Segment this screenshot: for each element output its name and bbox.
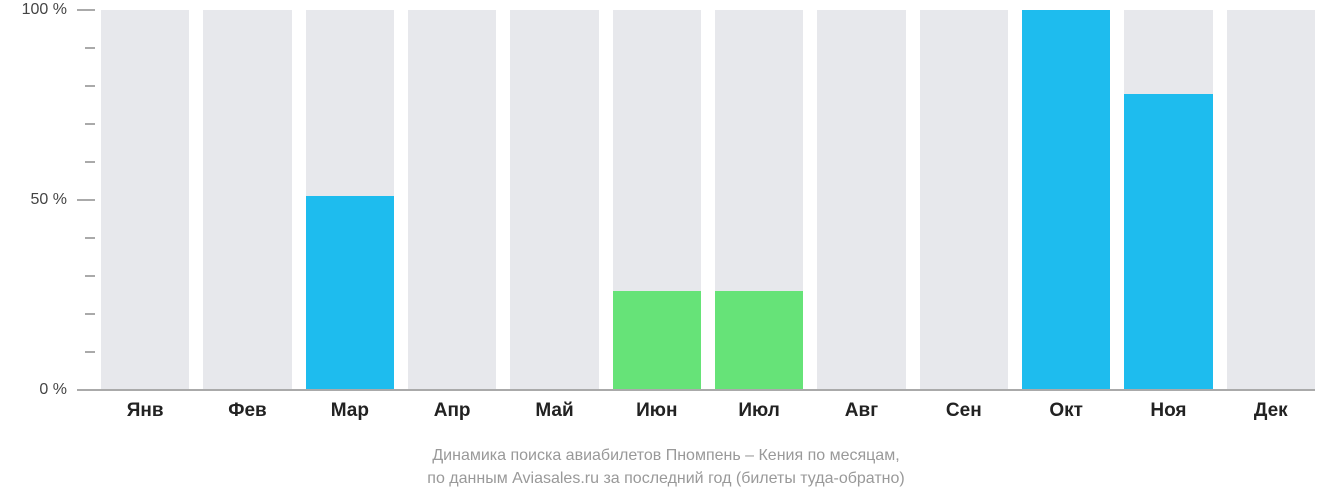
x-axis-label: Июн [613,400,701,422]
bar-value [306,196,394,390]
y-tick-label: 100 % [22,1,77,19]
bar-value [613,291,701,390]
bar-slot [408,10,496,390]
x-axis-label: Май [510,400,598,422]
x-axis-label: Июл [715,400,803,422]
bar-background [510,10,598,390]
x-axis-label: Фев [203,400,291,422]
x-axis-label: Окт [1022,400,1110,422]
bar-background [817,10,905,390]
y-tick-label: 0 % [39,381,77,399]
bar-slot [510,10,598,390]
bar-background [101,10,189,390]
y-axis: 0 %50 %100 % [0,10,95,390]
bar-background [1227,10,1315,390]
monthly-search-bar-chart: 0 %50 %100 % ЯнвФевМарАпрМайИюнИюлАвгСен… [0,0,1332,502]
bar-slot [1022,10,1110,390]
y-tick-major: 50 % [0,190,95,210]
x-axis-label: Дек [1227,400,1315,422]
y-tick-minor [85,85,95,87]
bar-slot [920,10,1008,390]
bar-slot [715,10,803,390]
bar-background [203,10,291,390]
y-tick-minor [85,123,95,125]
bar-slot [1124,10,1212,390]
y-tick-minor [85,237,95,239]
bar-slot [613,10,701,390]
y-tick-mark [77,389,95,391]
y-tick-minor [85,47,95,49]
x-axis-label: Авг [817,400,905,422]
bar-slot [817,10,905,390]
y-tick-minor [85,161,95,163]
bar-value [715,291,803,390]
x-axis-baseline [95,389,1315,391]
y-tick-label: 50 % [31,191,77,209]
bar-value [1124,94,1212,390]
plot-area [95,10,1315,390]
y-tick-minor [85,275,95,277]
y-tick-major: 0 % [0,380,95,400]
y-tick-minor [85,313,95,315]
bar-background [408,10,496,390]
x-axis-label: Мар [306,400,394,422]
bar-slot [101,10,189,390]
bar-value [1022,10,1110,390]
y-tick-major: 100 % [0,0,95,20]
x-axis-label: Сен [920,400,1008,422]
y-tick-mark [77,199,95,201]
chart-caption-line1: Динамика поиска авиабилетов Пномпень – К… [0,445,1332,467]
y-tick-mark [77,9,95,11]
chart-caption-line2: по данным Aviasales.ru за последний год … [0,468,1332,490]
x-axis-label: Ноя [1124,400,1212,422]
x-axis-label: Апр [408,400,496,422]
x-axis-labels: Янв Фев Мар Апр Май Июн Июл Авг Сен Окт Ноя Дек [101,400,1315,422]
bar-slot [306,10,394,390]
bars-group [95,10,1315,390]
bar-slot [1227,10,1315,390]
x-axis-label: Янв [101,400,189,422]
bar-slot [203,10,291,390]
bar-background [920,10,1008,390]
y-tick-minor [85,351,95,353]
